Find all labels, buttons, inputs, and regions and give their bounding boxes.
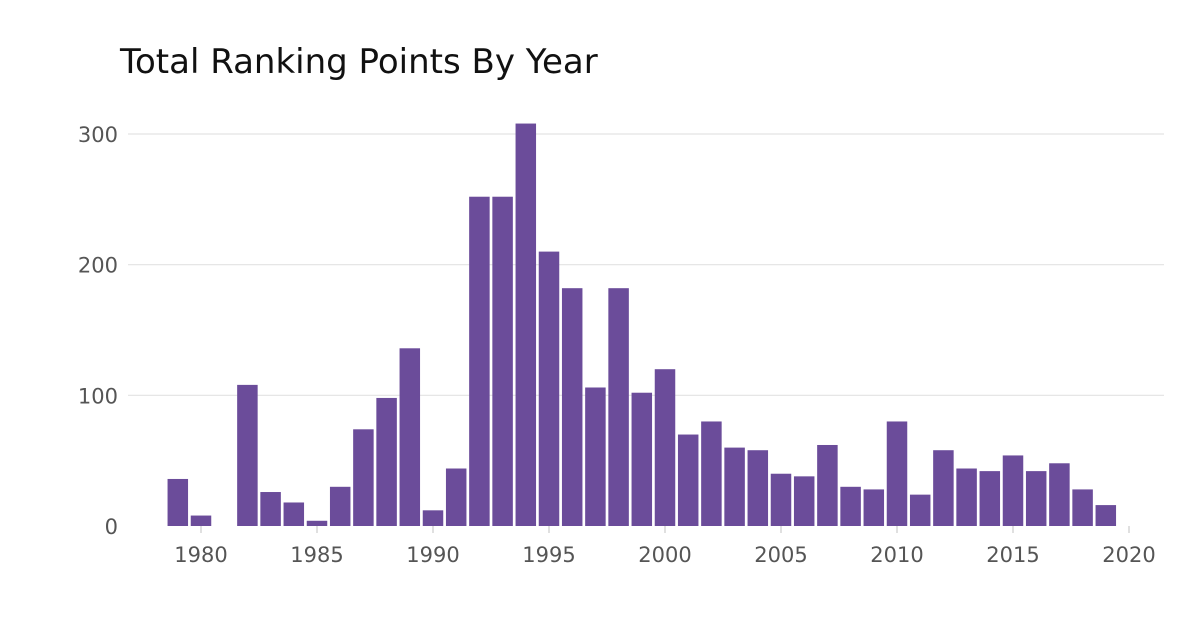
bar-1988 (376, 397, 397, 526)
bar-1989 (399, 348, 421, 526)
y-tick-label: 0 (105, 515, 118, 539)
bar-1985 (306, 520, 328, 526)
chart-title: Total Ranking Points By Year (120, 42, 598, 82)
bar-2012 (933, 450, 954, 526)
bar-2007 (817, 444, 838, 526)
bar-1984 (283, 502, 305, 526)
bar-1992 (469, 196, 490, 526)
bar-2008 (840, 486, 861, 526)
bar-1999 (631, 392, 653, 526)
bar-1997 (585, 387, 606, 526)
bar-2010 (886, 421, 908, 526)
bar-2014 (979, 471, 1001, 526)
bar-1990 (422, 510, 444, 526)
bars (167, 123, 1117, 527)
y-tick-label: 200 (78, 254, 118, 278)
x-axis: 1980 1985 1990 1995 2000 2005 2010 2015 2020 (174, 526, 1156, 567)
gridlines (128, 133, 1164, 396)
bar-2005 (770, 473, 792, 526)
bar-2004 (747, 450, 769, 526)
bar-1998 (608, 288, 629, 526)
bar-2003 (724, 447, 745, 526)
bar-1983 (260, 492, 281, 526)
x-tick-label: 1985 (290, 543, 343, 567)
bar-1987 (353, 429, 374, 526)
bar-2002 (701, 421, 722, 526)
x-tick-label: 2020 (1102, 543, 1155, 567)
bar-1996 (561, 288, 583, 526)
bar-2016 (1025, 471, 1047, 526)
bar-2018 (1072, 489, 1093, 526)
x-tick-label: 2010 (870, 543, 923, 567)
y-tick-label: 100 (78, 384, 118, 408)
bar-1982 (237, 384, 258, 526)
x-tick-label: 1980 (174, 543, 227, 567)
bar-1994 (515, 123, 537, 527)
bar-2011 (909, 494, 931, 526)
bar-2013 (956, 468, 977, 526)
bar-2006 (793, 476, 815, 526)
bar-1993 (492, 196, 513, 526)
x-tick-label: 2000 (638, 543, 691, 567)
bar-1979 (167, 478, 189, 526)
bar-1995 (538, 251, 560, 526)
x-tick-label: 2015 (986, 543, 1039, 567)
bar-1980 (190, 515, 212, 526)
x-tick-label: 1995 (522, 543, 575, 567)
bar-1991 (445, 468, 467, 526)
bar-2009 (863, 489, 885, 526)
x-tick-label: 1990 (406, 543, 459, 567)
bar-2019 (1095, 505, 1117, 526)
x-tick-label: 2005 (754, 543, 807, 567)
bar-2017 (1049, 463, 1070, 526)
bar-2001 (677, 434, 699, 526)
y-axis: 0 100 200 300 (78, 123, 118, 539)
bar-1986 (329, 486, 351, 526)
bar-2015 (1002, 455, 1024, 526)
y-tick-label: 300 (78, 123, 118, 147)
bar-2000 (654, 369, 676, 526)
